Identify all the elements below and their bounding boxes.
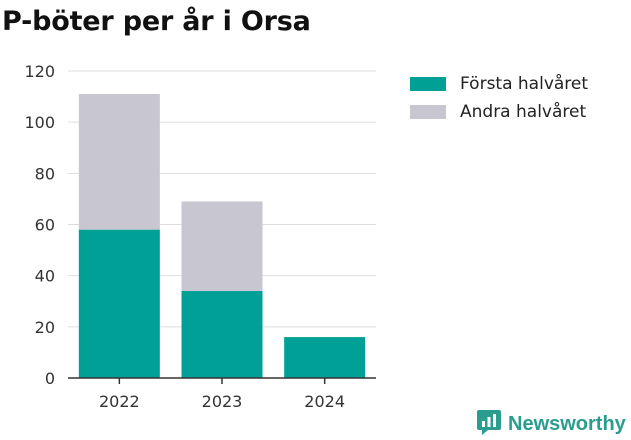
newsworthy-logo-icon (476, 408, 502, 440)
x-tick-label: 2023 (202, 392, 243, 411)
y-axis: 0 20 40 60 80 100 120 (24, 62, 55, 388)
legend-label-second-half: Andra halvåret (460, 102, 587, 122)
newsworthy-brand[interactable]: Newsworthy (476, 408, 626, 440)
newsworthy-label: Newsworthy (508, 412, 626, 435)
legend-label-first-half: Första halvåret (460, 74, 589, 94)
bar-2023-second-half (181, 201, 263, 292)
y-tick-label: 120 (24, 62, 55, 81)
y-tick-label: 80 (35, 164, 55, 183)
y-tick-label: 40 (35, 267, 55, 286)
x-tick-label: 2024 (304, 392, 345, 411)
legend-swatch-second-half (410, 105, 446, 119)
bar-2023-first-half (181, 291, 263, 378)
legend-item-first-half: Första halvåret (410, 70, 588, 98)
y-tick-label: 20 (35, 318, 55, 337)
y-tick-label: 0 (45, 369, 55, 388)
x-axis: 2022 2023 2024 (99, 378, 345, 411)
bar-2024-first-half (284, 337, 366, 378)
y-tick-label: 100 (24, 113, 55, 132)
bar-2022-second-half (78, 94, 160, 230)
legend-swatch-first-half (410, 77, 446, 91)
legend-item-second-half: Andra halvåret (410, 98, 588, 126)
bars (78, 94, 366, 378)
bar-2022-first-half (78, 229, 160, 378)
chart-title: P-böter per år i Orsa (2, 6, 311, 37)
x-tick-label: 2022 (99, 392, 140, 411)
legend: Första halvåret Andra halvåret (410, 70, 588, 126)
y-tick-label: 60 (35, 216, 55, 235)
